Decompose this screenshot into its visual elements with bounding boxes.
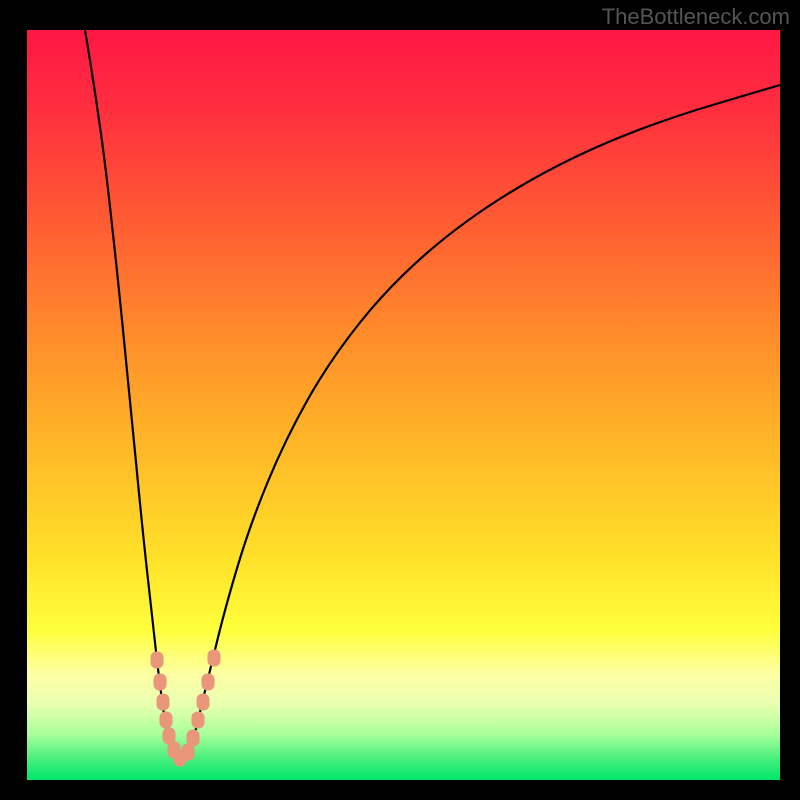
chart-container: TheBottleneck.com: [0, 0, 800, 800]
marker-point: [154, 674, 167, 691]
plot-background: [27, 30, 780, 780]
marker-point: [151, 652, 164, 669]
bottleneck-chart: [0, 0, 800, 800]
marker-point: [197, 694, 210, 711]
marker-point: [202, 674, 215, 691]
marker-point: [192, 712, 205, 729]
marker-point: [187, 730, 200, 747]
marker-point: [157, 694, 170, 711]
marker-point: [160, 712, 173, 729]
watermark-text: TheBottleneck.com: [602, 4, 790, 30]
marker-point: [208, 650, 221, 667]
